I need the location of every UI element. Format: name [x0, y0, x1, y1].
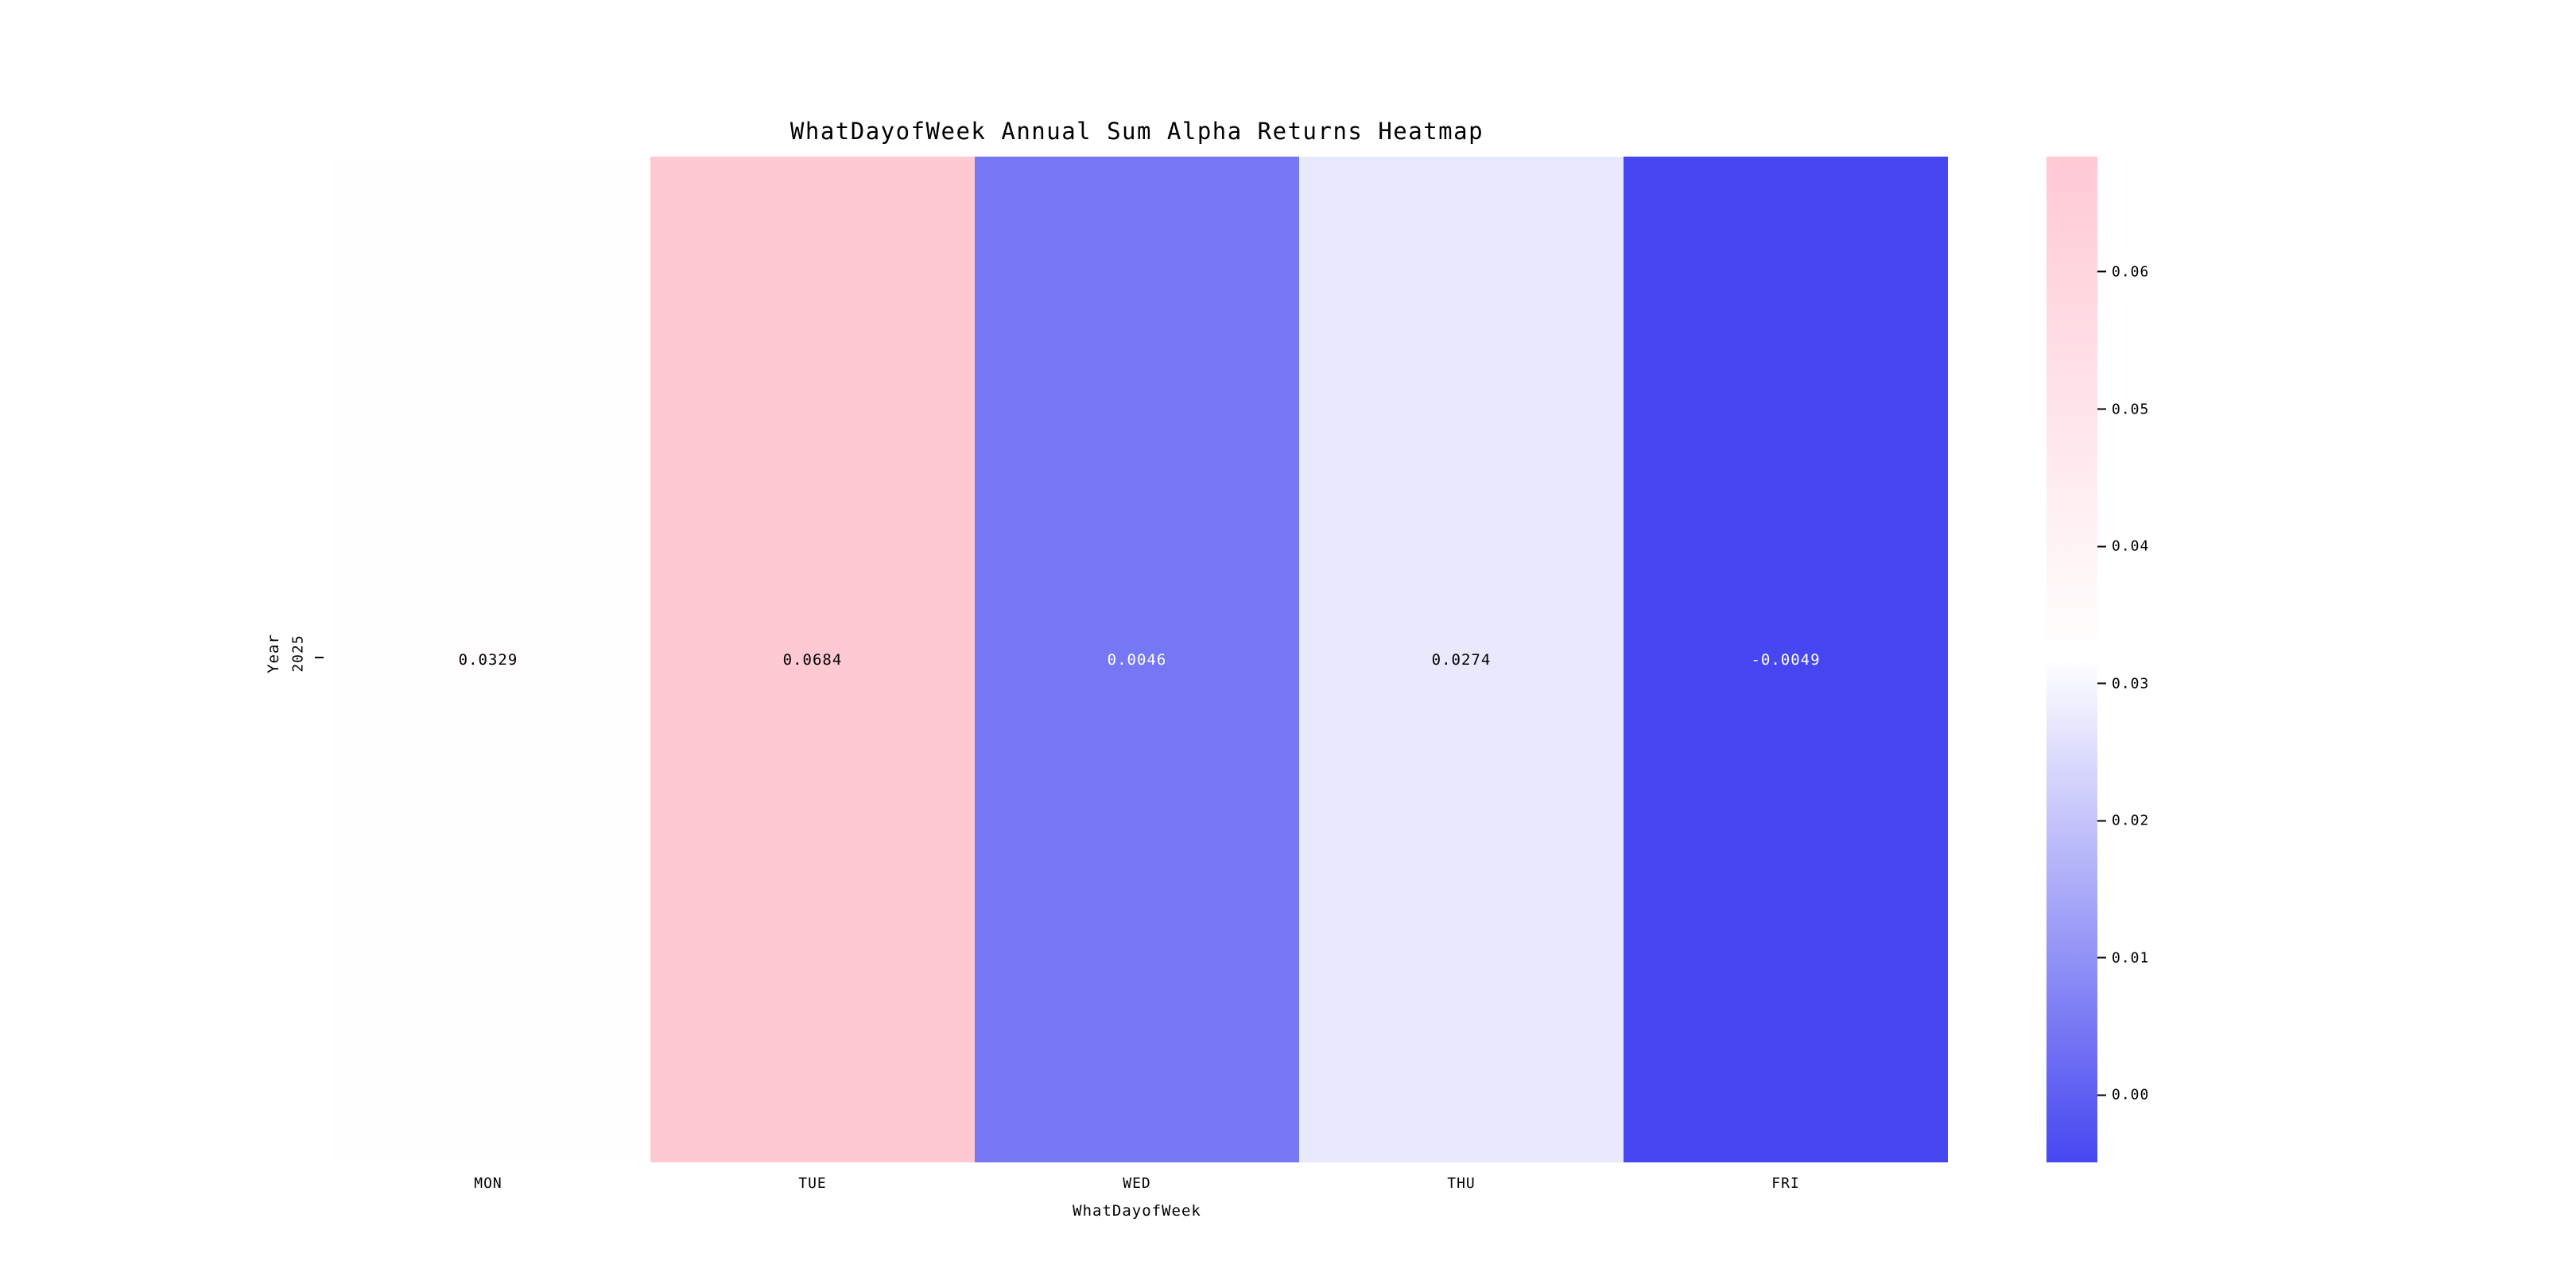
- x-tick-row: MON TUE WED THU FRI: [326, 1175, 1948, 1192]
- colorbar-tick-mark: [2097, 408, 2106, 410]
- cell-annotation: 0.0684: [782, 650, 843, 669]
- colorbar-tick: 0.03: [2097, 675, 2149, 692]
- colorbar-tick: 0.06: [2097, 263, 2149, 280]
- colorbar-tick: 0.04: [2097, 538, 2149, 555]
- cell-annotation: -0.0049: [1751, 650, 1821, 669]
- colorbar-tick-mark: [2097, 956, 2106, 959]
- x-tick-label: FRI: [1771, 1175, 1800, 1192]
- x-tick-label: MON: [474, 1175, 502, 1192]
- cell-annotation: 0.0329: [458, 650, 518, 669]
- colorbar-tick: 0.02: [2097, 813, 2149, 829]
- heatmap-cell: 0.0684: [650, 157, 975, 1162]
- x-axis-label: WhatDayofWeek: [1073, 1202, 1201, 1220]
- colorbar-tick: 0.05: [2097, 401, 2149, 417]
- chart-title: WhatDayofWeek Annual Sum Alpha Returns H…: [789, 118, 1484, 145]
- x-tick-label: WED: [1123, 1175, 1151, 1192]
- colorbar-tick-mark: [2097, 1094, 2106, 1096]
- colorbar-tick-mark: [2097, 682, 2106, 685]
- y-axis-label: Year: [265, 634, 282, 673]
- colorbar-tick-label: 0.05: [2112, 401, 2150, 418]
- colorbar-tick-mark: [2097, 270, 2106, 273]
- colorbar-tick-label: 0.04: [2112, 537, 2150, 555]
- colorbar-tick-label: 0.02: [2112, 812, 2150, 829]
- colorbar-tick-mark: [2097, 820, 2106, 822]
- colorbar-tick-label: 0.06: [2112, 263, 2150, 281]
- heatmap-grid: 0.0329 0.0684 0.0046 0.0274 -0.0049: [326, 157, 1948, 1162]
- heatmap-cell: 0.0046: [975, 157, 1299, 1162]
- cell-annotation: 0.0046: [1107, 650, 1167, 669]
- heatmap-cell: 0.0274: [1299, 157, 1624, 1162]
- x-tick-label: THU: [1447, 1175, 1476, 1192]
- colorbar-tick-label: 0.03: [2112, 675, 2150, 692]
- x-tick-label: TUE: [798, 1175, 827, 1192]
- heatmap-cell: -0.0049: [1624, 157, 1948, 1162]
- colorbar-tick-mark: [2097, 545, 2106, 548]
- y-tick-label: 2025: [289, 634, 307, 673]
- colorbar-tick: 0.01: [2097, 949, 2149, 966]
- colorbar-tick: 0.00: [2097, 1087, 2149, 1104]
- colorbar-tick-label: 0.01: [2112, 949, 2150, 967]
- y-tick-mark: [315, 657, 324, 658]
- colorbar-tick-label: 0.00: [2112, 1086, 2150, 1104]
- colorbar: 0.00 0.01 0.02 0.03 0.04 0.05 0.06: [2046, 157, 2148, 1162]
- cell-annotation: 0.0274: [1431, 650, 1492, 669]
- colorbar-gradient: [2046, 157, 2097, 1162]
- heatmap-cell: 0.0329: [326, 157, 650, 1162]
- colorbar-ticks: 0.00 0.01 0.02 0.03 0.04 0.05 0.06: [2097, 157, 2209, 1162]
